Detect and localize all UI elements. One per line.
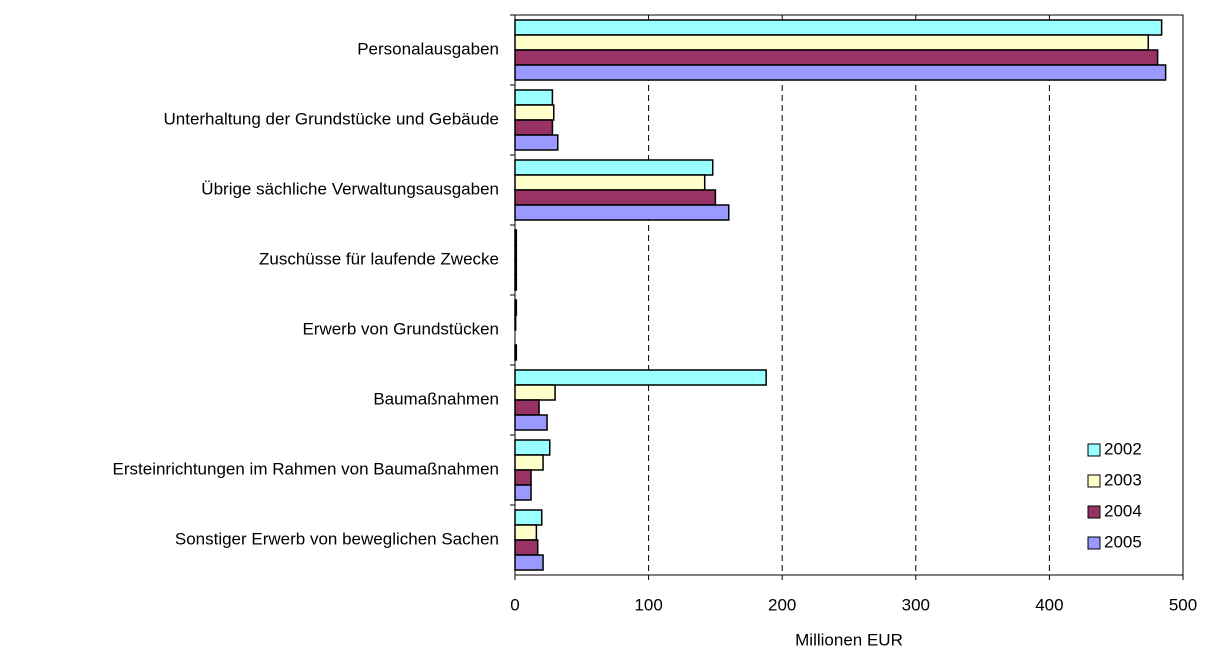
bar xyxy=(514,414,548,431)
bar xyxy=(514,484,532,501)
plot-frame xyxy=(514,14,1184,576)
bar xyxy=(514,554,544,571)
y-tick-label: Baumaßnahmen xyxy=(373,389,499,408)
bar xyxy=(514,469,532,486)
bar xyxy=(514,189,717,206)
x-tick-label: 200 xyxy=(768,595,796,614)
bar xyxy=(514,439,551,456)
bar xyxy=(514,64,1167,81)
y-tick-label: Personalausgaben xyxy=(357,39,499,58)
legend-swatch xyxy=(1087,536,1101,550)
bar xyxy=(514,159,714,176)
bar xyxy=(514,454,544,471)
legend-label: 2004 xyxy=(1104,501,1142,520)
bar xyxy=(514,49,1159,66)
bar xyxy=(514,539,539,556)
y-tick-label: Ersteinrichtungen im Rahmen von Baumaßna… xyxy=(113,459,499,478)
x-tick-label: 400 xyxy=(1035,595,1063,614)
bar xyxy=(514,524,538,541)
bar xyxy=(514,19,1163,36)
bar xyxy=(514,89,554,106)
legend-swatch xyxy=(1087,443,1101,457)
plot-area xyxy=(515,15,1183,575)
legend-label: 2002 xyxy=(1104,439,1142,458)
bar xyxy=(514,104,555,121)
bar xyxy=(514,34,1150,51)
x-tick-label: 100 xyxy=(634,595,662,614)
y-tick-label: Sonstiger Erwerb von beweglichen Sachen xyxy=(175,529,499,548)
x-tick-label: 300 xyxy=(902,595,930,614)
x-axis-label: Millionen EUR xyxy=(795,630,903,649)
y-tick-label: Unterhaltung der Grundstücke und Gebäude xyxy=(163,109,499,128)
x-tick-label: 0 xyxy=(510,595,519,614)
bar xyxy=(514,174,706,191)
bar xyxy=(514,399,540,416)
y-tick-label: Zuschüsse für laufende Zwecke xyxy=(259,249,499,268)
legend-swatch xyxy=(1087,505,1101,519)
x-tick-label: 500 xyxy=(1169,595,1197,614)
y-tick-label: Übrige sächliche Verwaltungsausgaben xyxy=(201,179,499,198)
legend-swatch xyxy=(1087,474,1101,488)
bar xyxy=(514,509,543,526)
bar xyxy=(514,119,554,136)
bar xyxy=(514,134,559,151)
legend-label: 2005 xyxy=(1104,532,1142,551)
bar xyxy=(514,369,767,386)
y-tick-label: Erwerb von Grundstücken xyxy=(302,319,499,338)
legend-label: 2003 xyxy=(1104,470,1142,489)
bar xyxy=(514,204,730,221)
bar xyxy=(514,384,556,401)
